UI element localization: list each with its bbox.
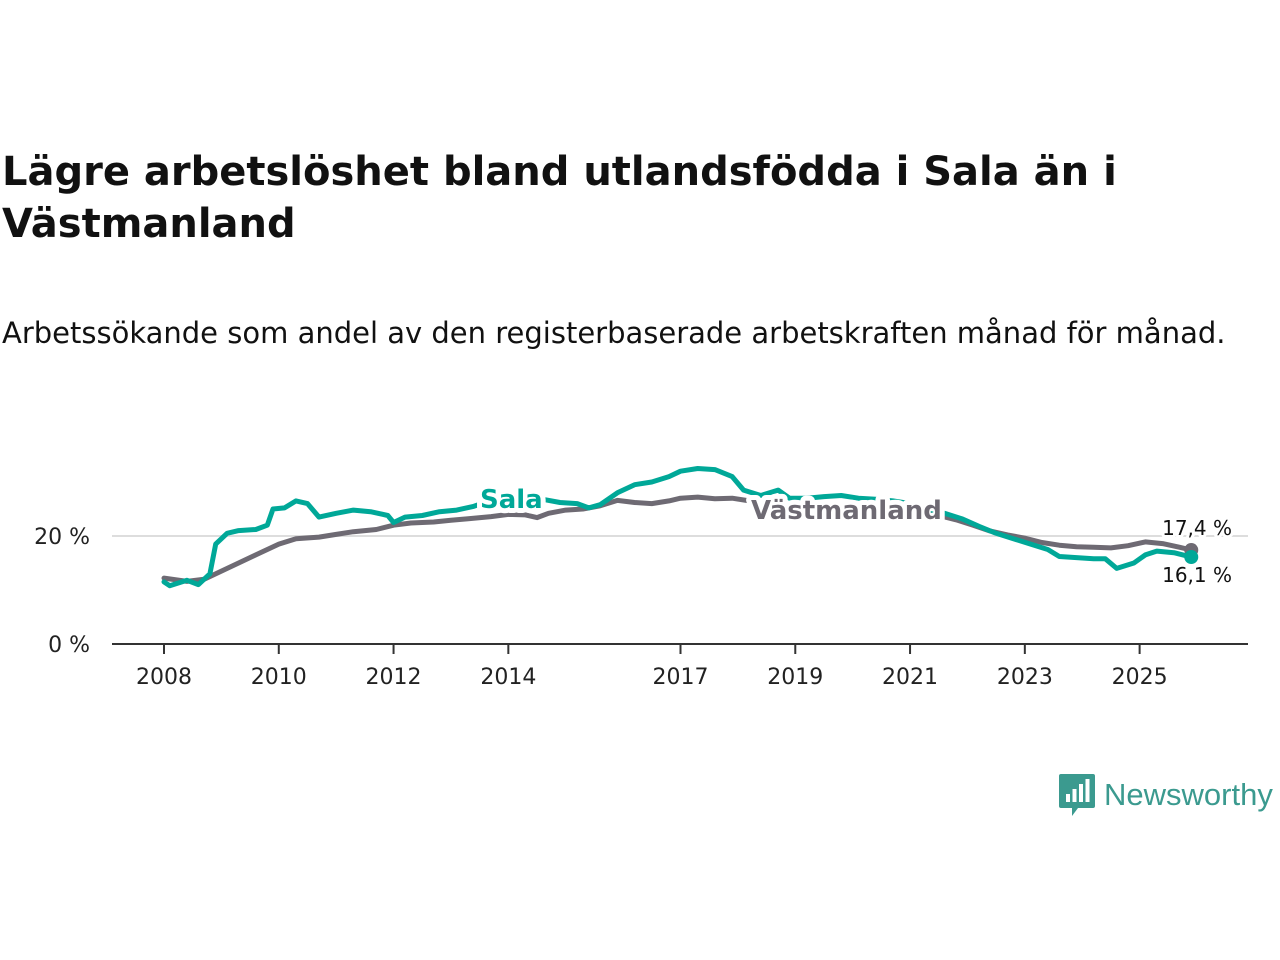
x-tick-label: 2023 [997,665,1053,690]
vastmanland-end-label-halo: 17,4 % [1162,516,1232,540]
vastmanland-label: Västmanland [751,496,942,526]
vastmanland-label-halo: Västmanland [751,496,942,526]
x-tick-label: 2017 [653,665,709,690]
x-tick-label: 2010 [251,665,307,690]
chart-subtitle: Arbetssökande som andel av den registerb… [2,316,1226,350]
vastmanland-line [161,494,1194,584]
newsworthy-brand[interactable]: Newsworthy [1058,772,1273,818]
y-tick-label: 0 % [48,633,90,658]
line-chart: 0 % 20 % 2008 2010 2012 2014 2017 2019 2021 2023… [34,466,1248,690]
x-tick-label: 2025 [1112,665,1168,690]
sala-label-halo: Sala [480,485,543,515]
sala-end-dot [1184,550,1199,565]
sala-label: Sala [480,485,543,515]
chart-title: Lägre arbetslöshet bland utlandsfödda i … [2,149,1117,247]
x-axis-ticks: 2008 2010 2012 2014 2017 2019 2021 2023 2025 [136,644,1168,690]
sala-end-label-halo: 16,1 % [1162,563,1232,587]
end-labels: 17,4 %17,4 %16,1 %16,1 % [1159,513,1235,590]
vastmanland-end-label: 17,4 % [1162,516,1232,540]
x-tick-label: 2014 [480,665,536,690]
x-tick-label: 2008 [136,665,192,690]
x-tick-label: 2021 [882,665,938,690]
sala-end-label: 16,1 % [1162,563,1232,587]
series-lines [161,466,1199,589]
sala-line [161,466,1194,589]
x-tick-label: 2019 [767,665,823,690]
brand-name: Newsworthy [1104,777,1273,812]
newsworthy-logo-icon [1059,774,1095,816]
x-tick-label: 2012 [366,665,422,690]
y-axis-ticks: 0 % 20 % [34,525,90,658]
y-tick-label: 20 % [34,525,90,550]
